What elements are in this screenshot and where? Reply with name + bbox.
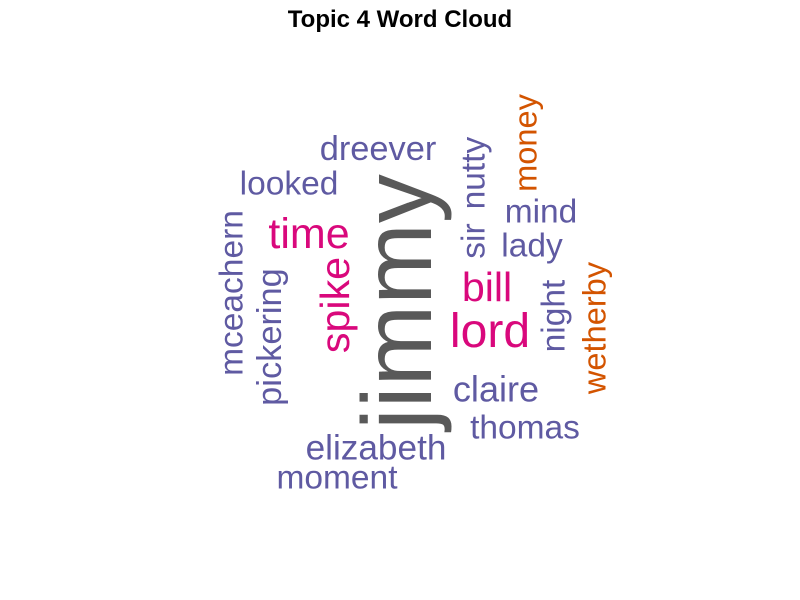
word-pickering: pickering [251,268,289,406]
word-dreever: dreever [320,130,437,168]
word-lord: lord [450,304,530,358]
word-wetherby: wetherby [576,261,613,395]
word-time: time [268,210,349,258]
word-mind: mind [505,194,578,231]
word-thomas: thomas [470,410,580,447]
word-sir: sir [456,223,493,258]
word-night: night [536,279,573,352]
word-elizabeth: elizabeth [306,429,447,468]
word-nutty: nutty [456,136,493,209]
word-money: money [507,93,544,191]
chart-title: Topic 4 Word Cloud [287,6,513,33]
word-bill: bill [462,264,512,310]
word-moment: moment [276,460,398,497]
word-spike: spike [312,257,358,353]
word-lady: lady [501,228,563,265]
word-looked: looked [240,166,339,203]
word-claire: claire [453,369,539,410]
word-jimmy: jimmy [342,174,452,433]
word-mceachern: mceachern [214,210,251,376]
